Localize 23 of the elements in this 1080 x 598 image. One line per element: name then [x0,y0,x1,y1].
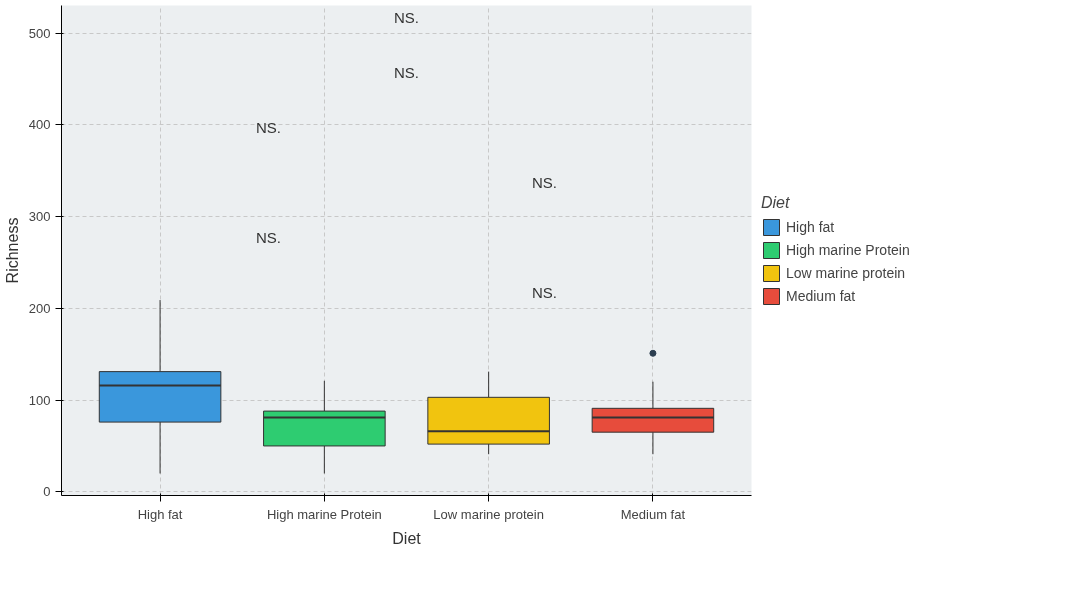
y-tick-label: 400 [28,117,51,133]
x-axis-title: Diet [392,529,422,547]
annotation: NS. [256,228,282,246]
y-tick-label: 500 [28,25,51,41]
annotation: NS. [394,63,420,81]
y-tick-label: 100 [28,392,51,408]
x-tick-label: Low marine protein [433,506,544,522]
x-tick-label: High marine Protein [266,506,382,522]
annotation: NS. [532,173,558,191]
y-tick-label: 200 [28,300,51,316]
y-tick-label: 0 [43,484,51,500]
y-axis-title: Richness [3,217,21,284]
legend-label: Low marine protein [786,265,906,281]
x-tick-label: High fat [137,506,183,522]
legend-label: High fat [786,219,835,235]
legend-label: High marine Protein [786,242,910,258]
x-tick-label: Medium fat [620,506,686,522]
y-tick-label: 300 [28,209,51,225]
legend-label: Medium fat [786,288,856,304]
annotation: NS. [256,118,282,136]
legend-title: Diet [761,194,791,212]
annotation: NS. [394,8,420,26]
annotation: NS. [532,283,558,301]
